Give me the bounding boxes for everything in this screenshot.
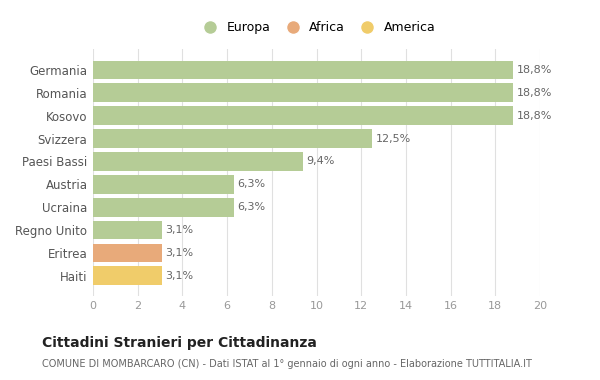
Text: 6,3%: 6,3% <box>237 179 265 189</box>
Text: 18,8%: 18,8% <box>517 88 552 98</box>
Text: 18,8%: 18,8% <box>517 111 552 121</box>
Text: 3,1%: 3,1% <box>166 271 194 281</box>
Text: Cittadini Stranieri per Cittadinanza: Cittadini Stranieri per Cittadinanza <box>42 336 317 350</box>
Text: 6,3%: 6,3% <box>237 202 265 212</box>
Bar <box>93 221 162 239</box>
Legend: Europa, Africa, America: Europa, Africa, America <box>193 16 440 39</box>
Bar <box>93 152 303 171</box>
Text: 9,4%: 9,4% <box>307 157 335 166</box>
Bar <box>93 129 373 148</box>
Bar <box>93 61 513 79</box>
Text: 3,1%: 3,1% <box>166 225 194 235</box>
Bar <box>93 175 234 194</box>
Text: 12,5%: 12,5% <box>376 134 411 144</box>
Bar <box>93 198 234 217</box>
Text: 3,1%: 3,1% <box>166 248 194 258</box>
Bar <box>93 266 162 285</box>
Bar <box>93 244 162 262</box>
Bar <box>93 84 513 102</box>
Text: 18,8%: 18,8% <box>517 65 552 75</box>
Text: COMUNE DI MOMBARCARO (CN) - Dati ISTAT al 1° gennaio di ogni anno - Elaborazione: COMUNE DI MOMBARCARO (CN) - Dati ISTAT a… <box>42 359 532 369</box>
Bar <box>93 106 513 125</box>
